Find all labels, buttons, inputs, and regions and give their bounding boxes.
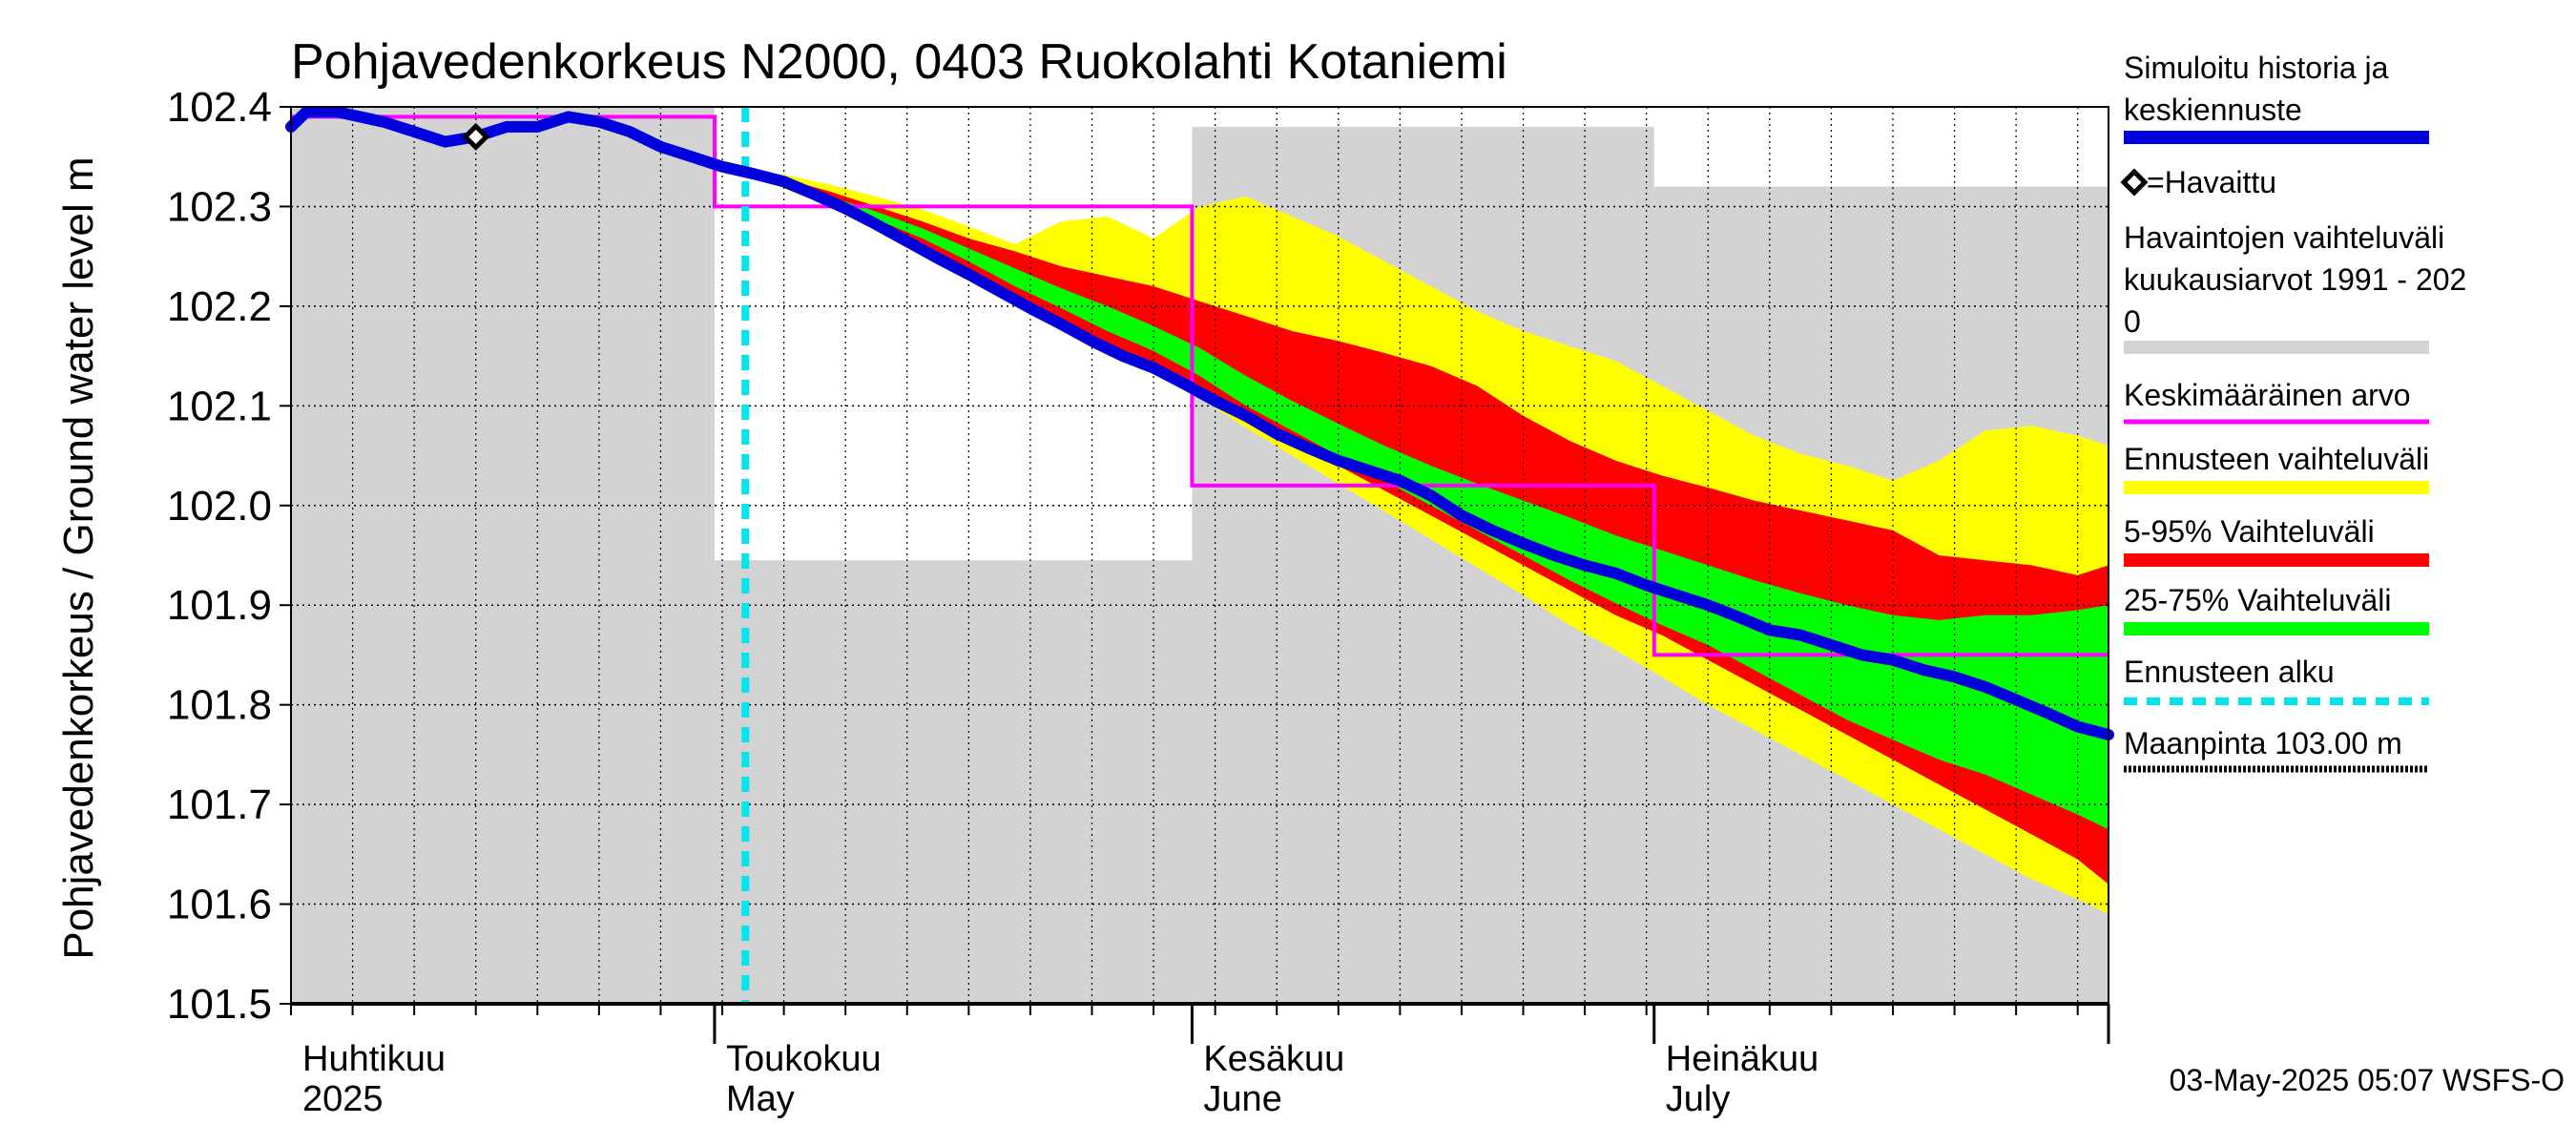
legend-range-label-3: 0 [2124, 304, 2141, 339]
historical-range-band-2 [714, 560, 1193, 1004]
simulated-line [285, 106, 2114, 740]
monthly-mean-line [291, 114, 2109, 657]
legend-sim-label-2: keskiennuste [2124, 93, 2302, 127]
legend-forecast-start-label: Ennusteen alku [2124, 655, 2335, 689]
month-label-en-1: 2025 [302, 1079, 384, 1119]
forecast-range-band [745, 171, 2109, 914]
footer-timestamp: 03-May-2025 05:07 WSFS-O [2170, 1063, 2565, 1097]
legend-p25-75-label: 25-75% Vaihteluväli [2124, 583, 2391, 617]
legend-observed-label: =Havaittu [2147, 165, 2276, 199]
y-tick-label-2: 102.3 [167, 183, 272, 230]
legend-mean-label: Keskimääräinen arvo [2124, 378, 2411, 412]
y-tick-label-6: 101.9 [167, 582, 272, 629]
y-tick-label-8: 101.7 [167, 781, 272, 828]
chart-title: Pohjavedenkorkeus N2000, 0403 Ruokolahti… [291, 34, 1507, 90]
month-label-fi-4: Heinäkuu [1666, 1039, 1819, 1079]
month-label-en-4: July [1666, 1079, 1731, 1119]
forecast-bands [745, 171, 2109, 914]
plot-frame [290, 106, 2109, 1006]
month-label-fi-2: Toukokuu [726, 1039, 882, 1079]
month-label-fi-1: Huhtikuu [302, 1039, 446, 1079]
monthly-mean-path [291, 114, 2109, 657]
legend: Simuloitu historia ja keskiennuste =Hava… [2120, 51, 2466, 773]
observed-points [462, 122, 490, 151]
y-tick-label-7: 101.8 [167, 682, 272, 729]
y-axis: 102.4 102.3 102.2 102.1 102.0 101.9 101.8 101.7… [167, 84, 291, 1028]
simulated-series [285, 106, 2114, 740]
y-tick-label-1: 102.4 [167, 84, 272, 131]
month-label-fi-3: Kesäkuu [1203, 1039, 1344, 1079]
legend-observed-marker [2120, 168, 2149, 197]
legend-sim-label: Simuloitu historia ja [2124, 51, 2389, 85]
y-tick-label-10: 101.5 [167, 981, 272, 1028]
historical-range-band-1 [291, 107, 715, 1004]
y-tick-label-3: 102.2 [167, 283, 272, 330]
p25-75-band [745, 171, 2109, 830]
legend-range-label-1: Havaintojen vaihteluväli [2124, 220, 2444, 255]
y-tick-label-4: 102.1 [167, 383, 272, 429]
month-label-en-3: June [1203, 1079, 1281, 1119]
p5-95-band [745, 171, 2109, 885]
legend-range-label-2: kuukausiarvot 1991 - 202 [2124, 262, 2466, 297]
month-label-en-2: May [726, 1079, 795, 1119]
y-axis-title: Pohjavedenkorkeus / Ground water level m [55, 156, 102, 959]
legend-p5-95-label: 5-95% Vaihteluväli [2124, 514, 2375, 549]
legend-forecast-range-label: Ennusteen vaihteluväli [2124, 442, 2429, 476]
y-tick-label-5: 102.0 [167, 483, 272, 530]
y-tick-label-9: 101.6 [167, 882, 272, 928]
observed-point-1 [462, 122, 490, 151]
legend-ground-label: Maanpinta 103.00 m [2124, 726, 2402, 760]
